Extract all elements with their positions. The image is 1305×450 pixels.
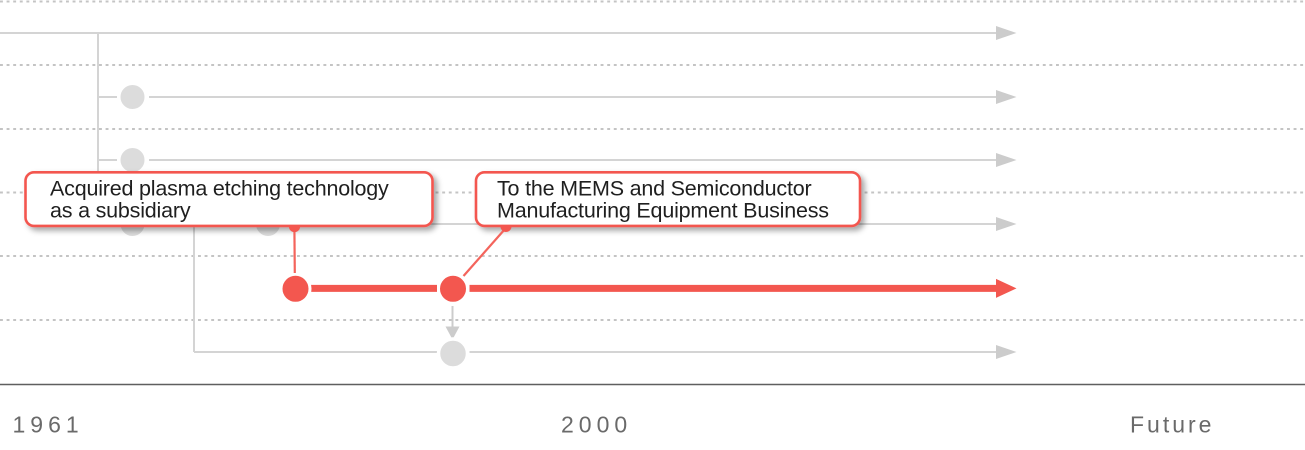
- svg-text:2000: 2000: [561, 412, 632, 438]
- svg-text:Acquired plasma etching techno: Acquired plasma etching technology: [50, 177, 389, 201]
- svg-text:Manufacturing Equipment Busine: Manufacturing Equipment Business: [497, 199, 829, 223]
- svg-text:To the MEMS and Semiconductor: To the MEMS and Semiconductor: [497, 177, 812, 201]
- svg-text:1961: 1961: [13, 412, 84, 438]
- svg-text:as a subsidiary: as a subsidiary: [50, 199, 191, 223]
- svg-text:Future: Future: [1130, 412, 1214, 438]
